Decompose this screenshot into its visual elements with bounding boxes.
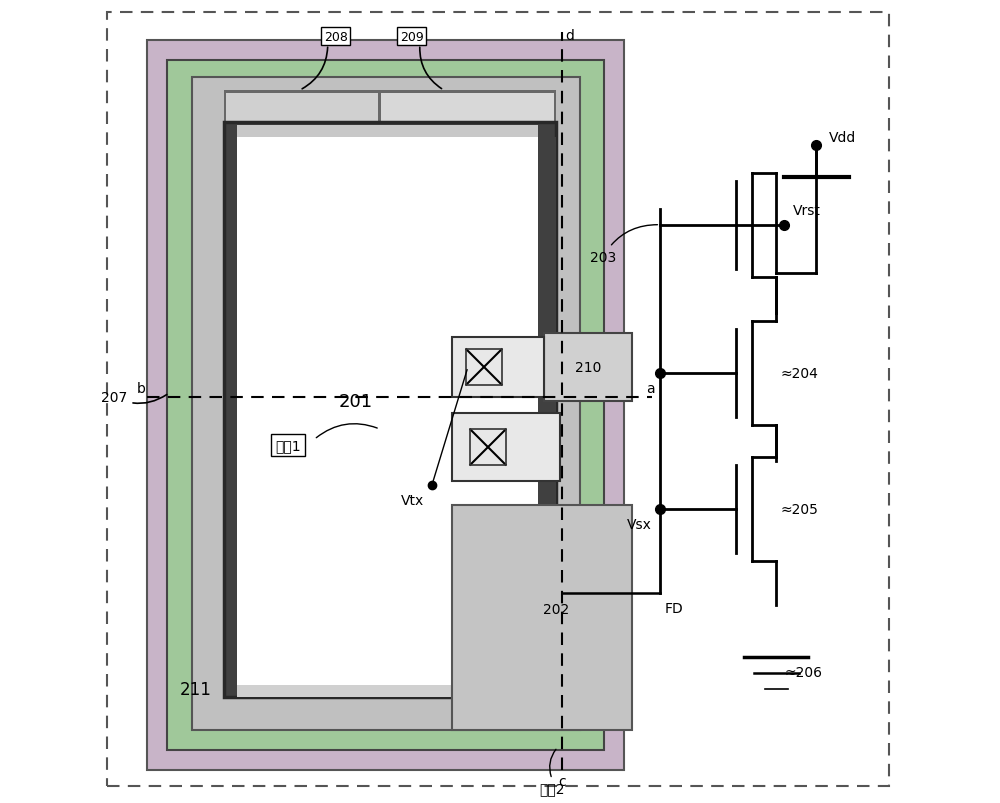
Bar <box>224 123 556 698</box>
Bar <box>538 137 556 686</box>
Text: 203: 203 <box>590 226 657 264</box>
Text: a: a <box>646 381 654 395</box>
Bar <box>466 350 502 385</box>
Bar <box>147 42 624 769</box>
Text: 208: 208 <box>324 31 348 44</box>
Bar <box>167 61 604 749</box>
Bar <box>452 414 560 482</box>
Bar <box>470 430 506 465</box>
Text: ≈204: ≈204 <box>780 366 818 381</box>
Bar <box>237 137 538 686</box>
Text: b: b <box>137 381 146 395</box>
Bar <box>452 337 544 397</box>
Text: 207: 207 <box>101 390 167 405</box>
Text: 切线2: 切线2 <box>539 781 565 796</box>
Text: ≈205: ≈205 <box>780 503 818 516</box>
Text: Vdd: Vdd <box>829 130 856 145</box>
Bar <box>192 77 580 730</box>
Text: d: d <box>566 30 575 43</box>
Bar <box>226 93 378 124</box>
Text: Vrst: Vrst <box>792 203 820 218</box>
Bar <box>224 91 556 125</box>
Bar <box>237 125 538 137</box>
Bar <box>544 333 632 402</box>
Text: 211: 211 <box>180 681 211 699</box>
Text: Vsx: Vsx <box>627 517 652 532</box>
Text: c: c <box>559 773 566 788</box>
Text: FD: FD <box>664 601 683 616</box>
Text: Vtx: Vtx <box>401 494 424 507</box>
Bar <box>452 506 632 730</box>
Text: ≈206: ≈206 <box>784 666 822 679</box>
Text: 210: 210 <box>575 361 601 375</box>
Text: 切线1: 切线1 <box>275 438 300 453</box>
Bar <box>237 686 454 698</box>
Text: 202: 202 <box>543 602 569 617</box>
Text: 201: 201 <box>339 393 373 410</box>
Bar <box>381 93 554 124</box>
Text: 209: 209 <box>400 31 424 44</box>
